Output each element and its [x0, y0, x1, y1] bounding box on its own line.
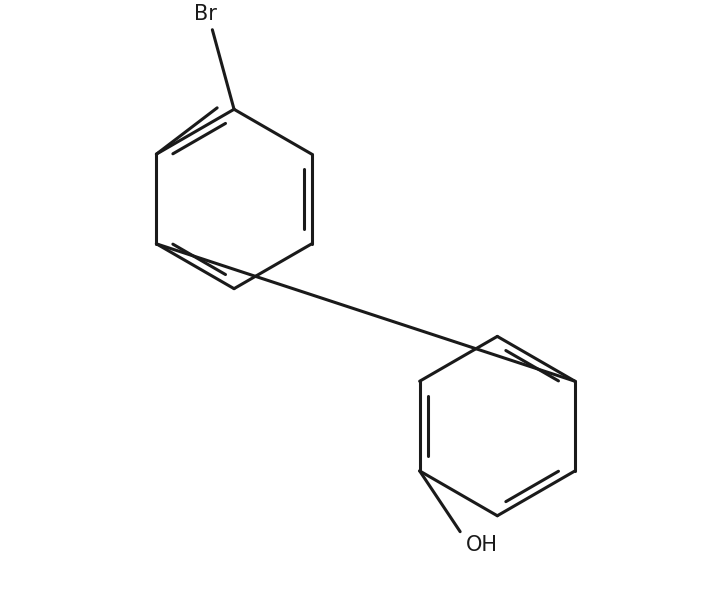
Text: Br: Br — [193, 4, 216, 24]
Text: OH: OH — [466, 535, 498, 554]
